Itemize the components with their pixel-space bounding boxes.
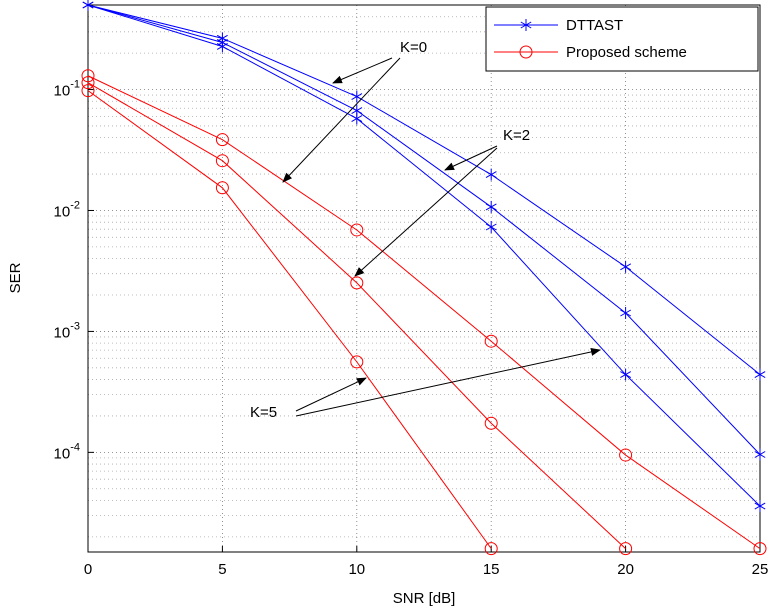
point [484,542,498,556]
point [351,112,363,125]
x-tick-label: 20 [617,561,634,578]
point [484,334,498,348]
point [81,69,95,83]
point [519,45,533,59]
point-stroke [351,107,363,115]
point-stroke [485,171,497,179]
annotation-arrow [354,147,498,277]
point [351,90,363,103]
annotation: K=0 [400,39,427,56]
point-stroke [485,223,497,231]
point-stroke [620,371,632,378]
annotation: K=5 [250,404,277,421]
annotation-arrow [295,348,601,417]
point [754,500,766,513]
point [754,448,766,461]
point-stroke [351,115,363,123]
point [619,542,633,556]
point [620,260,632,273]
x-tick-label: 10 [348,561,365,578]
annotation-arrow [282,57,401,183]
x-tick-label: 15 [483,561,500,578]
point [350,355,364,369]
x-tick-label: 25 [752,561,769,578]
point [350,276,364,290]
point-stroke [754,451,766,458]
series-line [87,4,761,507]
point-stroke [754,502,766,510]
annotation: K=2 [503,127,530,144]
point-stroke [216,43,228,50]
point-stroke [620,309,632,317]
point [81,76,95,90]
point-stroke [485,203,497,211]
point [82,0,94,11]
x-tick-label: 5 [218,561,226,578]
point [485,168,497,181]
point [520,19,532,31]
legend-box [485,6,759,72]
series-line [87,4,761,455]
point [81,84,95,98]
point-stroke [754,371,766,378]
point-stroke [620,263,632,271]
legend-label: Proposed scheme [566,44,687,61]
point [619,448,633,462]
point [215,181,229,195]
x-tick-label: 0 [84,561,92,578]
series-line [87,75,761,550]
point-stroke [82,1,94,9]
point [216,40,228,53]
legend-label: DTTAST [566,17,623,34]
series-line [87,90,492,549]
point [350,223,364,237]
point [620,306,632,319]
annotation-arrow [295,377,367,412]
series-line [87,4,761,375]
x-axis-label: SNR [dB] [393,590,456,607]
point [484,416,498,430]
point [215,154,229,168]
annotation-arrow [332,57,393,84]
point-stroke [520,21,532,29]
y-axis-label: SER [7,262,24,293]
point [485,221,497,234]
plot-frame [87,4,761,553]
series-line [87,82,626,549]
point [485,200,497,213]
point [753,542,767,556]
point-stroke [351,93,363,100]
annotation-arrow [444,145,498,171]
point [620,368,632,381]
point [215,133,229,147]
point [754,368,766,381]
